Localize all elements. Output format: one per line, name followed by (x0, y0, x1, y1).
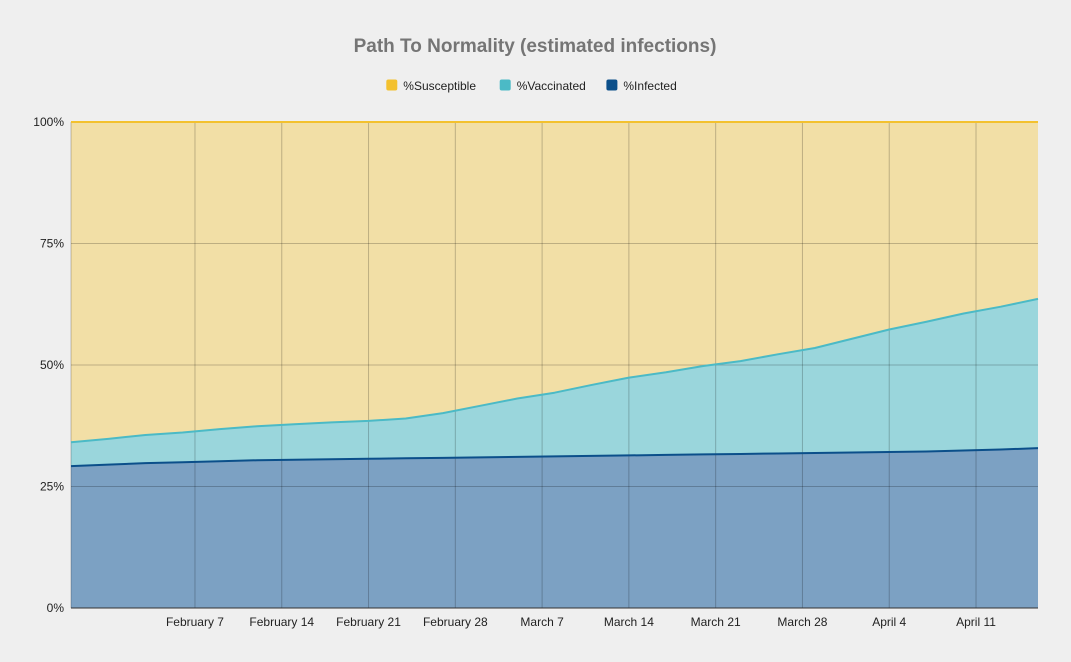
legend-label-vaccinated: %Vaccinated (517, 79, 586, 93)
x-tick-label: February 21 (336, 615, 401, 629)
x-tick-label: February 28 (423, 615, 488, 629)
series-line-infected (70, 447, 1039, 468)
x-tick-label: March 14 (604, 615, 654, 629)
chart-title: Path To Normality (estimated infections) (354, 36, 717, 57)
y-tick-label: 75% (40, 237, 64, 251)
x-tick-label: February 7 (166, 615, 224, 629)
legend-swatch-susceptible (386, 79, 398, 91)
area-susceptible (71, 122, 1038, 443)
legend-swatch-infected (606, 79, 618, 91)
y-tick-label: 0% (47, 601, 65, 615)
area-infected (71, 448, 1038, 608)
x-tick-label: March 28 (777, 615, 827, 629)
x-tick-label: April 4 (872, 615, 906, 629)
x-tick-label: March 21 (691, 615, 741, 629)
y-tick-label: 50% (40, 358, 64, 372)
series-line-vaccinated (70, 297, 1039, 444)
y-tick-label: 100% (33, 115, 64, 129)
x-tick-label: April 11 (956, 615, 996, 629)
y-tick-label: 25% (40, 480, 64, 494)
legend: %Susceptible %Vaccinated %Infected (386, 79, 677, 93)
legend-label-infected: %Infected (623, 79, 676, 93)
x-tick-label: February 14 (249, 615, 314, 629)
plot-area: 0% 25% 50% 75% 100% February 7 February 14 Febr… (33, 115, 1039, 629)
legend-swatch-vaccinated (499, 79, 511, 91)
x-tick-label: March 7 (520, 615, 564, 629)
legend-label-susceptible: %Susceptible (403, 79, 476, 93)
